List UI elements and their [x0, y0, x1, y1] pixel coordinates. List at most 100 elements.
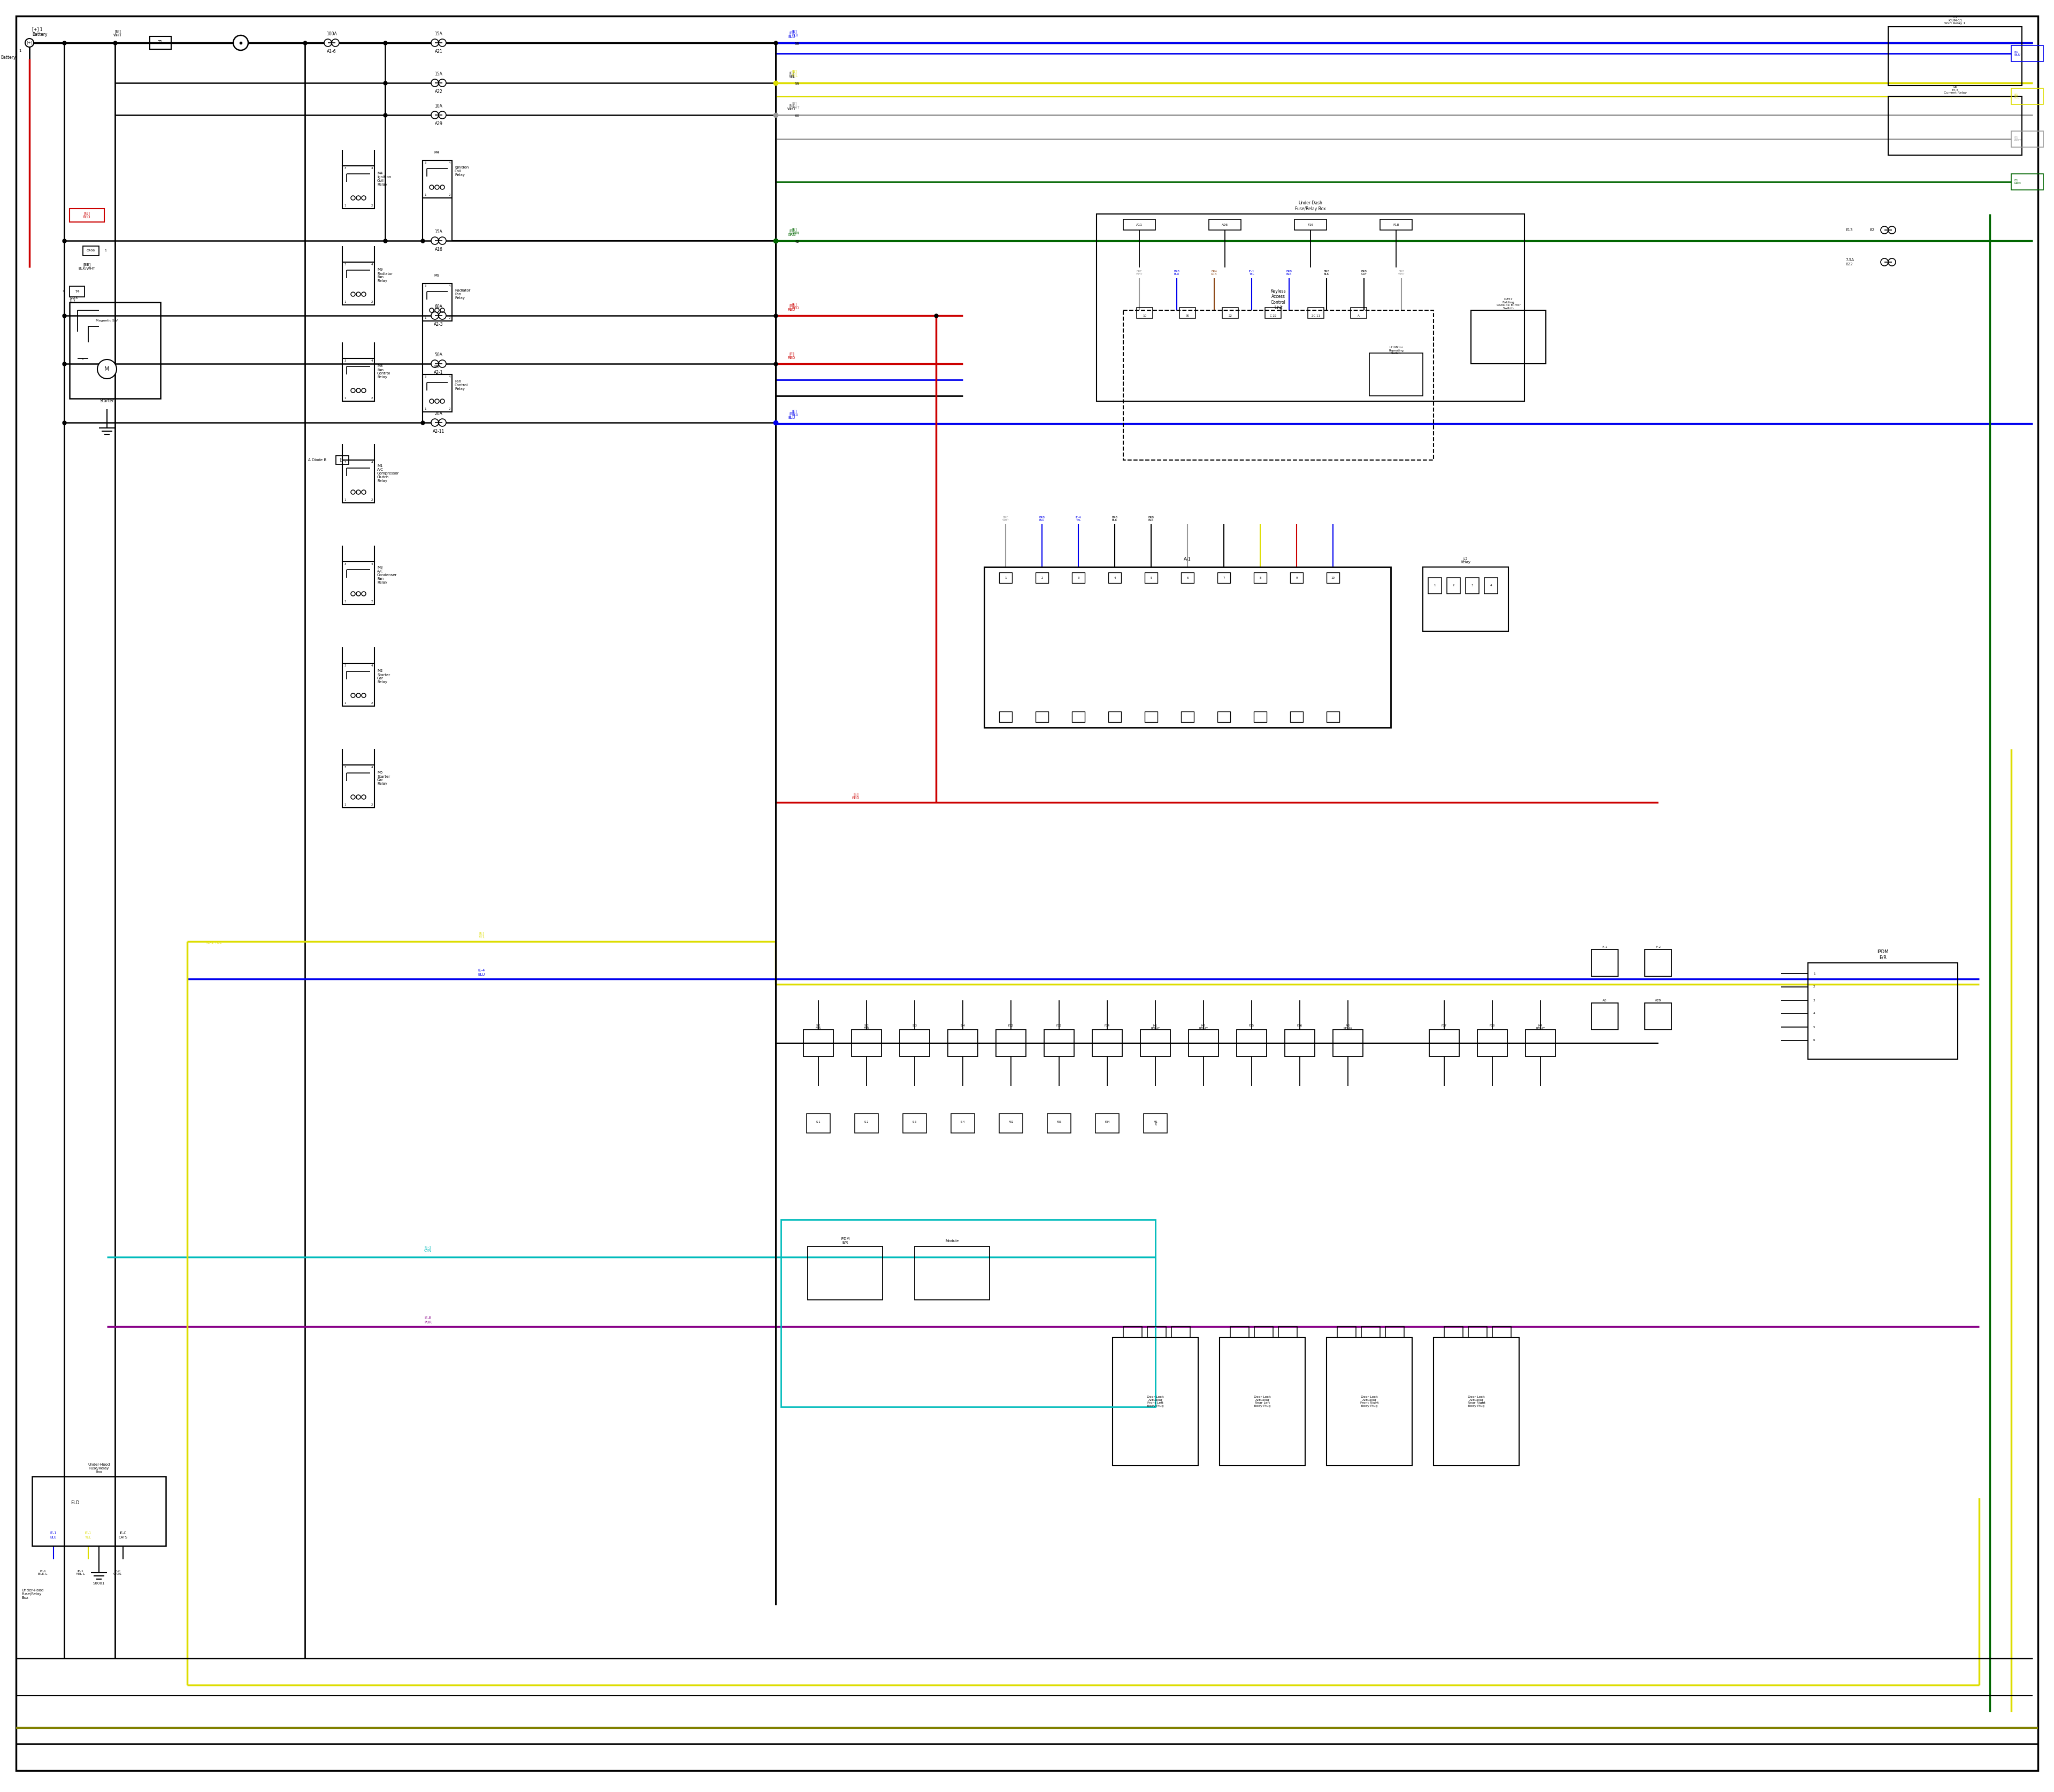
Text: IE-4
TEL: IE-4 TEL [1076, 516, 1080, 521]
Bar [1362, 1326, 1380, 1337]
Text: 1: 1 [18, 48, 21, 52]
Text: [E]
BLU: [E] BLU [789, 412, 795, 419]
Text: L5
ICUM-11
Shift Relay 1: L5 ICUM-11 Shift Relay 1 [1945, 16, 1966, 25]
Circle shape [431, 39, 440, 47]
Circle shape [440, 111, 446, 118]
Bar [803, 1030, 834, 1057]
Bar [343, 358, 374, 401]
Text: 7.5A
B22: 7.5A B22 [1844, 258, 1855, 265]
Circle shape [440, 419, 446, 426]
Bar [1210, 219, 1241, 229]
Text: S-1
F16: S-1 F16 [815, 1025, 822, 1030]
Text: T1: T1 [158, 41, 162, 45]
Bar [1218, 572, 1230, 582]
Text: IE-1
YEL: IE-1 YEL [84, 1532, 92, 1539]
Text: A-1: A-1 [1183, 557, 1191, 561]
Bar [343, 663, 374, 706]
Text: [E]
YEL: [E] YEL [791, 70, 799, 77]
Text: 10A: 10A [435, 104, 442, 109]
Bar [1337, 1326, 1356, 1337]
Bar [1181, 711, 1193, 722]
Bar [807, 1113, 830, 1133]
Text: J-2
Relay: J-2 Relay [1460, 557, 1471, 564]
Text: [E]
RED: [E] RED [789, 305, 795, 312]
Text: F38: F38 [1489, 1025, 1495, 1030]
Text: IE-B
PUR: IE-B PUR [425, 1317, 431, 1324]
Bar [1290, 572, 1302, 582]
Bar [1253, 711, 1267, 722]
Circle shape [440, 39, 446, 47]
Text: [E]
BLU: [E] BLU [791, 409, 799, 418]
Text: A29: A29 [435, 122, 442, 125]
Bar [1469, 1326, 1487, 1337]
Text: M: M [105, 366, 109, 371]
Text: Starter: Starter [101, 400, 115, 403]
Text: A20: A20 [1656, 998, 1662, 1002]
Bar [1444, 1326, 1462, 1337]
Bar [1109, 572, 1121, 582]
Text: F33: F33 [1056, 1120, 1062, 1125]
Text: [E]
GRN: [E] GRN [791, 228, 799, 235]
Text: [EE]
BLK/WHT: [EE] BLK/WHT [78, 263, 94, 271]
Text: Fan
Control
Relay: Fan Control Relay [454, 380, 468, 391]
Bar [1265, 308, 1282, 319]
Bar [423, 283, 452, 321]
Bar [1124, 310, 1434, 461]
Bar [1592, 1004, 1619, 1030]
Text: S-4: S-4 [961, 1120, 965, 1125]
Text: F18: F18 [1393, 224, 1399, 226]
Bar [2011, 131, 2044, 147]
Bar [1144, 572, 1158, 582]
Bar [1645, 1004, 1672, 1030]
Text: F37: F37 [1442, 1025, 1446, 1030]
Text: M9: M9 [433, 274, 440, 278]
Bar [1095, 1113, 1119, 1133]
Bar [900, 1030, 930, 1057]
Text: BR8
BLK: BR8 BLK [1111, 516, 1117, 521]
Text: A26: A26 [1222, 224, 1228, 226]
Text: M4
RELAY: M4 RELAY [1536, 1025, 1545, 1030]
Text: [E]
RED: [E] RED [789, 351, 795, 360]
Circle shape [440, 360, 446, 367]
Bar [1171, 1326, 1189, 1337]
Text: Door Lock
Actuator
Front Right
Body Plug: Door Lock Actuator Front Right Body Plug [1360, 1396, 1378, 1407]
Bar [947, 1030, 978, 1057]
Text: F32: F32 [1009, 1025, 1015, 1030]
Text: IE-1
CYN: IE-1 CYN [423, 1245, 431, 1253]
Text: M1
A/C
Compressor
Clutch
Relay: M1 A/C Compressor Clutch Relay [378, 464, 398, 482]
Text: [E]
YEL: [E] YEL [479, 932, 485, 939]
Bar [1124, 1326, 1142, 1337]
Circle shape [1888, 226, 1896, 233]
Text: F16: F16 [1308, 224, 1315, 226]
Text: A1-6: A1-6 [327, 48, 337, 54]
Circle shape [431, 237, 440, 244]
Bar [343, 561, 374, 604]
Text: Under-Hood
Fuse/Relay
Box: Under-Hood Fuse/Relay Box [21, 1590, 43, 1600]
Text: Ignition
Coil
Relay: Ignition Coil Relay [454, 167, 468, 177]
Bar [1370, 353, 1423, 396]
Text: Door Lock
Actuator
Rear Right
Body Plug: Door Lock Actuator Rear Right Body Plug [1467, 1396, 1485, 1407]
Text: M1
R: M1 R [1152, 1120, 1158, 1125]
Bar [904, 1113, 926, 1133]
Bar [914, 1247, 990, 1299]
Text: F33: F33 [1056, 1025, 1062, 1030]
Text: BRE
WHT: BRE WHT [1002, 516, 1009, 521]
Circle shape [97, 360, 117, 378]
Text: IE-4
BLU: IE-4 BLU [479, 969, 485, 977]
Text: F35: F35 [1249, 1025, 1255, 1030]
Bar [337, 455, 349, 464]
Bar [1471, 310, 1547, 364]
Text: [EJ]
RED: [EJ] RED [82, 211, 90, 219]
Text: S-4: S-4 [961, 1025, 965, 1030]
Text: M3
RELAY: M3 RELAY [1343, 1025, 1352, 1030]
Circle shape [331, 39, 339, 47]
Bar [1113, 1337, 1197, 1466]
Text: Radiator
Fan
Relay: Radiator Fan Relay [454, 289, 470, 299]
Text: 42: 42 [795, 240, 799, 244]
Bar [1278, 1326, 1298, 1337]
Text: F-2: F-2 [1656, 946, 1662, 948]
Text: F34: F34 [1105, 1025, 1109, 1030]
Bar [1181, 572, 1193, 582]
Bar [1294, 219, 1327, 229]
Text: ▷: ▷ [341, 457, 345, 462]
